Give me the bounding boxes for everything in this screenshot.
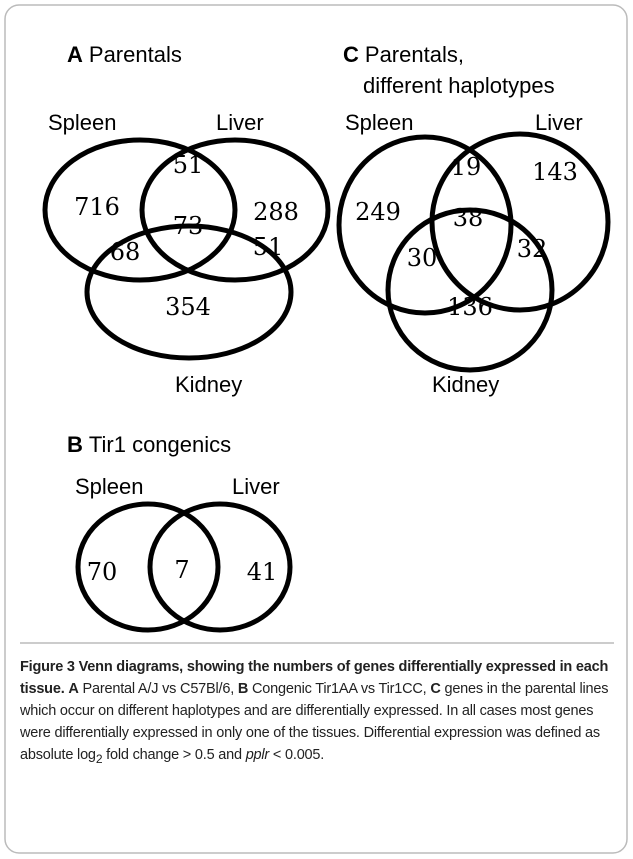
venn-set <box>75 501 221 633</box>
panel-letter: C <box>343 42 359 67</box>
region-count: 73 <box>173 212 204 240</box>
venn-set <box>84 223 294 361</box>
panel-title-text: Parentals <box>89 42 182 67</box>
set-label: Spleen <box>345 110 414 135</box>
set-label: Liver <box>232 474 280 499</box>
region-count: 38 <box>453 204 484 232</box>
region-count: 30 <box>407 244 438 272</box>
region-count: 288 <box>253 198 299 226</box>
region-count: 136 <box>447 293 493 321</box>
caption: Figure 3 Venn diagrams, showing the numb… <box>20 656 616 770</box>
panel-title-text: different haplotypes <box>363 73 555 98</box>
caption-text: C <box>430 681 441 697</box>
panel-title-text: Tir1 congenics <box>89 432 231 457</box>
panel-letter: B <box>67 432 83 457</box>
region-count: 143 <box>532 158 578 186</box>
caption-text: Parental A/J vs C57Bl/6, <box>78 681 238 697</box>
panel-title: C Parentals, <box>343 42 464 67</box>
set-label: Liver <box>216 110 264 135</box>
frame <box>4 4 628 854</box>
panel-title: A Parentals <box>67 42 182 67</box>
venn-set <box>385 207 555 373</box>
set-label: Spleen <box>75 474 144 499</box>
region-count: 51 <box>253 233 284 261</box>
panel-title-text: Parentals, <box>365 42 464 67</box>
region-count: 19 <box>451 153 482 181</box>
venn-set <box>336 134 514 316</box>
caption-text: B <box>237 681 249 697</box>
caption-text: genes in the parental lines which occur … <box>20 681 609 763</box>
venn-set <box>139 137 331 283</box>
region-count: 716 <box>74 193 120 221</box>
venn-set <box>147 501 293 633</box>
set-label: Kidney <box>175 372 242 397</box>
set-label: Kidney <box>432 372 499 397</box>
set-label: Spleen <box>48 110 117 135</box>
region-count: 41 <box>247 558 278 586</box>
region-count: 68 <box>110 238 141 266</box>
caption-text: 2 <box>95 751 103 766</box>
venn-set <box>42 137 238 283</box>
caption-text: Figure 3 Venn diagrams, showing the numb… <box>20 659 609 697</box>
venn-set <box>429 131 611 313</box>
caption-text: A <box>68 681 79 697</box>
panel-title: B Tir1 congenics <box>67 432 231 457</box>
caption-text: Congenic Tir1AA vs Tir1CC, <box>248 681 431 697</box>
caption-text: < 0.005. <box>269 747 325 763</box>
caption-text: fold change > 0.5 and <box>102 747 246 763</box>
panel-letter: A <box>67 42 83 67</box>
region-count: 354 <box>165 293 211 321</box>
region-count: 32 <box>517 235 548 263</box>
region-count: 249 <box>355 198 401 226</box>
region-count: 70 <box>87 558 118 586</box>
region-count: 7 <box>174 556 189 584</box>
region-count: 51 <box>173 151 204 179</box>
set-label: Liver <box>535 110 583 135</box>
caption-text: pplr <box>245 747 270 763</box>
